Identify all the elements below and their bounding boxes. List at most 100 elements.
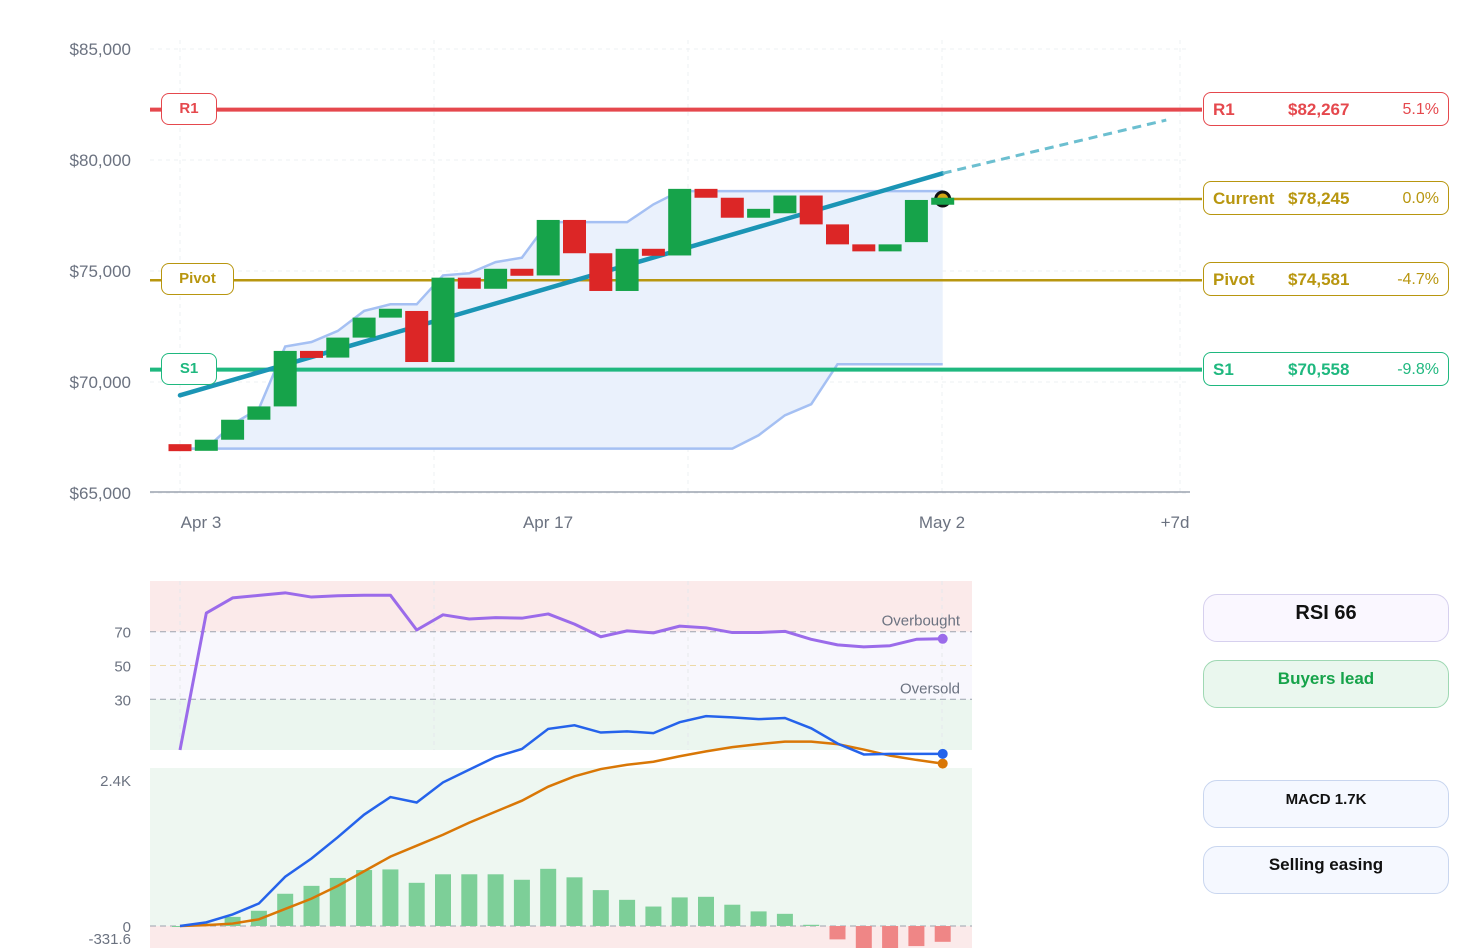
x-tick-label: Apr 17 bbox=[523, 513, 573, 532]
candle-body bbox=[668, 188, 692, 256]
candle-body bbox=[194, 439, 218, 451]
pivot-tag-price: $74,581 bbox=[1288, 270, 1350, 289]
macd-signal-line bbox=[179, 740, 943, 928]
candle-body bbox=[720, 197, 744, 218]
macd-histogram-bar bbox=[750, 911, 767, 926]
macd-histogram-bar bbox=[303, 885, 320, 926]
macd-histogram-bar bbox=[513, 879, 530, 926]
candle-body bbox=[326, 337, 350, 358]
macd-tick-label: 0 bbox=[123, 919, 131, 936]
rsi-tick-label: 30 bbox=[114, 692, 131, 709]
rsi-panel: 70 50 30 Overbought Oversold bbox=[114, 581, 972, 751]
macd-histogram-bar bbox=[776, 913, 793, 926]
price-tick-label: $65,000 bbox=[70, 484, 131, 503]
candle-body bbox=[457, 277, 481, 289]
macd-histogram-bar bbox=[224, 916, 241, 926]
macd-badge: MACD 1.7K bbox=[1203, 780, 1449, 828]
macd-histogram-bar bbox=[698, 896, 714, 926]
candle-body bbox=[247, 406, 271, 420]
channel-fill bbox=[180, 191, 943, 449]
candle-body bbox=[878, 244, 902, 252]
rsi-tick-label: 50 bbox=[114, 659, 131, 676]
rsi-tick-label: 70 bbox=[114, 625, 131, 642]
macd-histogram-bar bbox=[592, 890, 609, 926]
macd-histogram-bar bbox=[487, 874, 504, 926]
price-tick-label: $75,000 bbox=[70, 262, 131, 281]
price-axis: $85,000 $80,000 $75,000 $70,000 $65,000 Apr 3… bbox=[70, 40, 1190, 532]
macd-histogram-bar bbox=[671, 897, 688, 926]
current-tag-price: $78,245 bbox=[1288, 189, 1350, 208]
rsi-note-badge: Buyers lead bbox=[1203, 660, 1449, 708]
candle-body bbox=[431, 277, 455, 363]
s1-tag: S1 $70,558 -9.8% bbox=[1203, 352, 1449, 386]
macd-histogram-bar bbox=[435, 874, 451, 926]
current-tag-pct: 0.0% bbox=[1402, 190, 1439, 207]
current-tag: Current $78,245 0.0% bbox=[1203, 181, 1449, 215]
candle-body bbox=[484, 268, 508, 289]
macd-note-badge: Selling easing bbox=[1203, 846, 1449, 894]
price-tick-label: $80,000 bbox=[70, 151, 131, 170]
candle-body bbox=[852, 244, 876, 252]
r1-tag: R1 $82,267 5.1% bbox=[1203, 92, 1449, 126]
pivot-tag-pct: -4.7% bbox=[1397, 271, 1439, 288]
macd-histogram-bar bbox=[540, 868, 557, 926]
macd-histogram-bar bbox=[619, 899, 636, 926]
macd-histogram-bar bbox=[803, 924, 820, 926]
macd-histogram-bar bbox=[855, 926, 872, 948]
overbought-label: Overbought bbox=[882, 613, 961, 630]
candle-body bbox=[826, 224, 849, 245]
macd-last-dot bbox=[937, 748, 948, 759]
rsi-badge: RSI 66 bbox=[1203, 594, 1449, 642]
trend-projection-line bbox=[942, 118, 1167, 175]
candle-body bbox=[168, 444, 192, 452]
rsi-oversold-zone bbox=[150, 699, 972, 750]
macd-tick-label: 2.4K bbox=[100, 773, 131, 790]
macd-histogram-bar bbox=[172, 926, 188, 927]
candle-body bbox=[221, 419, 245, 440]
candle-body bbox=[510, 268, 534, 276]
x-tick-label: May 2 bbox=[919, 513, 965, 532]
candle-body bbox=[589, 253, 613, 291]
rsi-overbought-zone bbox=[150, 581, 972, 632]
macd-line bbox=[179, 714, 943, 928]
candle-body bbox=[563, 219, 586, 254]
rsi-last-dot bbox=[937, 633, 948, 644]
r1-tag-name: R1 bbox=[1213, 100, 1235, 119]
channel-lower-line bbox=[180, 362, 943, 450]
oversold-label: Oversold bbox=[900, 680, 960, 697]
r1-line-chip: R1 bbox=[161, 93, 217, 125]
macd-positive-zone bbox=[150, 768, 972, 926]
candle-body bbox=[615, 248, 639, 291]
macd-histogram-bar bbox=[882, 926, 899, 948]
candle-body bbox=[300, 350, 323, 358]
s1-line-chip: S1 bbox=[161, 353, 217, 385]
macd-histogram-bar bbox=[934, 926, 951, 942]
pivot-tag-name: Pivot bbox=[1213, 270, 1255, 289]
s1-tag-price: $70,558 bbox=[1288, 360, 1350, 379]
macd-histogram-bar bbox=[645, 906, 662, 926]
candle-body bbox=[405, 310, 429, 363]
candle-body bbox=[641, 248, 665, 256]
x-tick-label: Apr 3 bbox=[181, 513, 222, 532]
x-tick-label: +7d bbox=[1161, 513, 1190, 532]
candle-body bbox=[378, 308, 402, 318]
macd-histogram-bar bbox=[382, 869, 399, 926]
candle-body bbox=[694, 188, 718, 198]
candle-body bbox=[747, 208, 771, 218]
macd-panel: 2.4K 0-331.6 bbox=[88, 714, 972, 948]
candle-body bbox=[536, 219, 560, 276]
macd-negative-zone bbox=[150, 926, 972, 948]
macd-tick-label: -331.6 bbox=[88, 931, 131, 948]
candle-body bbox=[904, 199, 928, 243]
r1-tag-pct: 5.1% bbox=[1402, 101, 1439, 118]
macd-histogram-bar bbox=[908, 926, 925, 947]
s1-tag-pct: -9.8% bbox=[1397, 361, 1439, 378]
candle-body bbox=[273, 350, 297, 407]
rsi-line bbox=[178, 591, 943, 751]
pivot-tag: Pivot $74,581 -4.7% bbox=[1203, 262, 1449, 296]
level-lines bbox=[150, 107, 1202, 372]
macd-histogram-bar bbox=[724, 904, 741, 926]
candle-body bbox=[799, 195, 823, 225]
r1-tag-price: $82,267 bbox=[1288, 100, 1350, 119]
